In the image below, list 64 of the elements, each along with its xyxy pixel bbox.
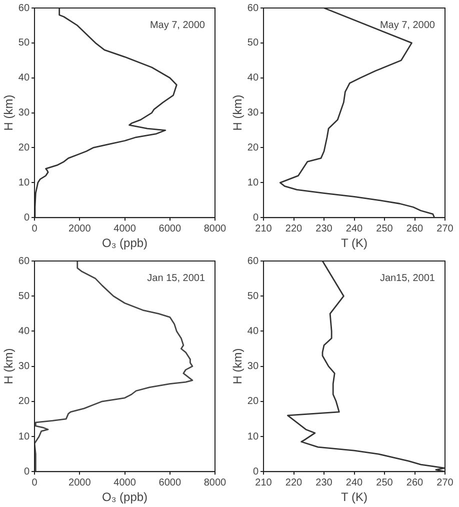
x-tick-label: 4000 xyxy=(114,477,136,488)
x-tick-label: 230 xyxy=(316,223,333,234)
y-tick-label: 10 xyxy=(247,177,259,188)
x-axis-title: T (K) xyxy=(341,236,368,250)
x-tick-label: 270 xyxy=(436,223,454,234)
x-tick-label: 260 xyxy=(406,223,424,234)
x-axis-title: O₃ (ppb) xyxy=(102,236,148,250)
y-tick-label: 10 xyxy=(247,431,259,442)
y-tick-label: 30 xyxy=(247,108,259,119)
x-tick-label: 250 xyxy=(376,477,394,488)
annotation: Jan 15, 2001 xyxy=(147,272,206,284)
y-tick-label: 60 xyxy=(18,2,30,14)
y-tick-label: 30 xyxy=(18,361,30,372)
x-tick-label: 6000 xyxy=(158,223,182,234)
x-axis-title: T (K) xyxy=(341,490,368,504)
y-tick-label: 10 xyxy=(18,431,30,442)
y-tick-label: 0 xyxy=(24,466,30,478)
y-tick-label: 40 xyxy=(18,72,30,84)
x-tick-label: 220 xyxy=(285,477,303,488)
x-tick-label: 2000 xyxy=(68,223,92,234)
y-tick-label: 60 xyxy=(18,256,30,267)
annotation: May 7, 2000 xyxy=(380,20,436,31)
y-tick-label: 40 xyxy=(247,326,259,337)
y-tick-label: 30 xyxy=(247,361,259,372)
x-tick-label: 240 xyxy=(346,477,364,488)
x-tick-label: 0 xyxy=(32,223,38,234)
x-tick-label: 260 xyxy=(406,477,424,488)
y-tick-label: 40 xyxy=(247,72,259,84)
y-tick-label: 50 xyxy=(18,290,30,302)
x-tick-label: 0 xyxy=(32,477,38,488)
y-tick-label: 60 xyxy=(247,2,259,14)
y-axis-title: H (km) xyxy=(2,94,16,131)
x-tick-label: 220 xyxy=(285,223,303,234)
x-tick-label: 8000 xyxy=(204,223,227,234)
x-tick-label: 240 xyxy=(346,223,364,234)
annotation: Jan15, 2001 xyxy=(380,272,436,284)
y-tick-label: 40 xyxy=(18,326,30,337)
y-axis-title: H (km) xyxy=(2,348,16,384)
y-tick-label: 10 xyxy=(18,177,30,188)
y-tick-label: 0 xyxy=(252,466,259,478)
x-tick-label: 2000 xyxy=(68,477,92,488)
y-axis-title: H (km) xyxy=(230,348,245,384)
x-tick-label: 270 xyxy=(436,477,454,488)
y-tick-label: 0 xyxy=(24,212,30,224)
x-tick-label: 230 xyxy=(316,477,333,488)
y-tick-label: 20 xyxy=(18,396,30,408)
y-tick-label: 50 xyxy=(247,290,259,302)
y-tick-label: 30 xyxy=(18,108,30,119)
x-tick-label: 210 xyxy=(255,477,272,488)
y-tick-label: 50 xyxy=(18,38,30,49)
annotation: May 7, 2000 xyxy=(150,20,206,31)
y-tick-label: 20 xyxy=(247,142,259,154)
x-axis-title: O₃ (ppb) xyxy=(102,490,148,504)
y-tick-label: 0 xyxy=(252,212,259,224)
x-tick-label: 6000 xyxy=(158,477,182,488)
y-tick-label: 20 xyxy=(247,396,259,408)
y-tick-label: 50 xyxy=(247,38,259,49)
y-tick-label: 60 xyxy=(247,256,259,267)
x-tick-label: 210 xyxy=(255,223,272,234)
x-tick-label: 250 xyxy=(376,223,394,234)
y-tick-label: 20 xyxy=(18,142,30,154)
x-tick-label: 8000 xyxy=(204,477,227,488)
x-tick-label: 4000 xyxy=(114,223,136,234)
y-axis-title: H (km) xyxy=(230,94,245,131)
